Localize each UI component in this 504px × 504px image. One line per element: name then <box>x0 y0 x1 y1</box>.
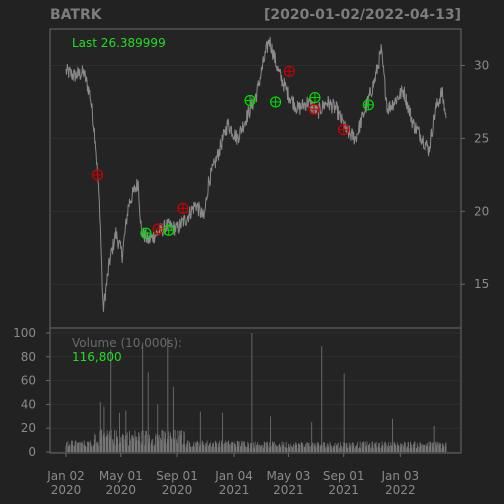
volume-axis-ticks: 0 20 40 60 80 100 <box>13 326 50 459</box>
x-tick-label-year: 2021 <box>273 483 304 497</box>
sell-signal-marker <box>283 65 295 77</box>
x-tick-label-month: May 03 <box>266 469 310 483</box>
buy-signal-marker <box>309 91 321 104</box>
price-panel <box>49 28 462 329</box>
price-tick-label: 30 <box>474 58 489 72</box>
x-tick-label-month: May 01 <box>99 469 143 483</box>
sell-signal-marker <box>152 223 164 235</box>
chart-title: BATRK <box>50 7 103 23</box>
x-tick-label-month: Jan 02 <box>46 469 85 483</box>
date-range-label: [2020-01-02/2022-04-13] <box>264 7 461 23</box>
x-tick-label-year: 2021 <box>328 483 359 497</box>
x-tick-label-month: Sep 01 <box>156 469 198 483</box>
volume-title: Volume (10,000s): <box>72 336 182 350</box>
price-tick-label: 25 <box>474 131 489 145</box>
sell-signal-marker <box>177 202 189 214</box>
volume-tick-label: 100 <box>13 326 36 340</box>
price-grid <box>51 64 460 285</box>
x-tick-label-year: 2020 <box>162 483 193 497</box>
volume-tick-label: 80 <box>21 350 36 364</box>
volume-tick-label: 60 <box>21 374 36 388</box>
price-tick-label: 15 <box>474 277 489 291</box>
x-tick-label-month: Jan 03 <box>381 469 420 483</box>
volume-tick-label: 0 <box>28 445 36 459</box>
volume-last-label: 116,800 <box>72 350 122 364</box>
sell-signal-marker <box>308 103 320 115</box>
x-tick-label-month: Sep 01 <box>323 469 365 483</box>
volume-bars <box>65 333 447 452</box>
buy-signal-marker <box>270 96 282 108</box>
signal-markers <box>91 65 374 239</box>
sell-signal-marker <box>91 169 104 181</box>
price-tick-label: 20 <box>474 204 489 218</box>
x-tick-label-year: 2020 <box>51 483 82 497</box>
price-axis-ticks: 15 20 25 30 <box>461 58 489 291</box>
x-tick-label-year: 2020 <box>106 483 137 497</box>
sell-signal-marker <box>338 124 350 136</box>
last-price-label: Last 26.389999 <box>72 36 166 50</box>
x-tick-label-year: 2022 <box>385 483 416 497</box>
price-series-line <box>65 36 447 312</box>
buy-signal-marker <box>163 224 175 236</box>
buy-signal-marker <box>244 94 256 107</box>
buy-signal-marker <box>362 99 374 111</box>
volume-tick-label: 40 <box>21 397 36 411</box>
volume-tick-label: 20 <box>21 421 36 435</box>
buy-signal-marker <box>140 227 152 239</box>
x-tick-label-year: 2021 <box>219 483 250 497</box>
x-tick-label-month: Jan 04 <box>214 469 253 483</box>
